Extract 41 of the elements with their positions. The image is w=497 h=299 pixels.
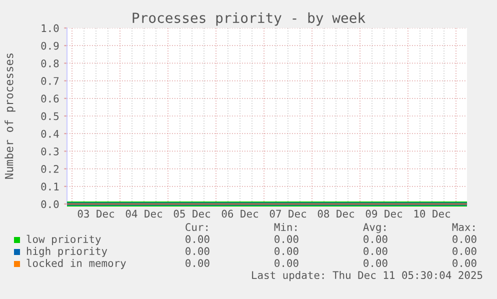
text: Last update: Thu Dec 11 05:30:04 2025 [252, 270, 482, 282]
y-tick-label: 0.8 [41, 59, 59, 68]
text: Cur: [186, 223, 208, 232]
text: Min: [274, 222, 296, 231]
legend-label: high priority [26, 246, 108, 258]
text: 0.00 [452, 259, 476, 268]
text: 0.00 [364, 247, 388, 256]
y-tick-label: 0.3 [41, 147, 59, 156]
legend-label: low priority [26, 234, 101, 246]
text: 0.00 [186, 235, 210, 244]
y-tick-label: 0.6 [41, 94, 59, 103]
text: 0.00 [186, 259, 210, 268]
y-tick-label: 0.1 [41, 182, 59, 191]
chart-title: Processes priority - by week [132, 12, 366, 26]
x-tick-label: 10 Dec [414, 210, 450, 218]
y-tick-label: 1.0 [42, 24, 59, 32]
y-tick-label: 0.2 [41, 165, 58, 173]
x-tick-label: 05 Dec [174, 210, 210, 218]
x-tick-label: 07 Dec [270, 210, 306, 218]
text: 0.00 [452, 247, 476, 256]
x-tick-label: 09 Dec [366, 210, 402, 218]
y-axis-title: Number of processes [4, 54, 16, 179]
x-tick-label: 04 Dec [126, 210, 162, 218]
text: 0.00 [274, 247, 298, 256]
text: 0.00 [364, 235, 388, 244]
x-tick-label: 08 Dec [318, 210, 354, 218]
y-tick-label: 0.0 [41, 200, 59, 208]
y-tick-label: 0.9 [41, 42, 59, 50]
text: 0.00 [186, 247, 210, 256]
y-tick-label: 0.4 [41, 130, 59, 138]
text: 0.00 [452, 235, 476, 244]
text: 0.00 [274, 259, 298, 268]
y-tick-label: 0.7 [41, 77, 59, 85]
legend-label: locked in memory [26, 258, 126, 270]
text: Avg: [363, 223, 386, 234]
y-tick-label: 0.5 [41, 112, 59, 120]
x-tick-label: 06 Dec [222, 210, 258, 218]
text: 0.00 [364, 259, 388, 268]
text: 0.00 [274, 235, 298, 244]
x-tick-label: 03 Dec [78, 210, 114, 218]
text: Max: [452, 223, 474, 232]
